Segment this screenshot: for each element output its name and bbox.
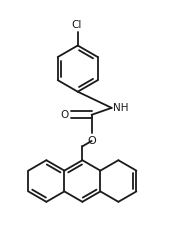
Text: O: O [60,110,69,120]
Text: O: O [87,136,96,146]
Text: NH: NH [113,103,129,113]
Text: Cl: Cl [72,20,82,30]
